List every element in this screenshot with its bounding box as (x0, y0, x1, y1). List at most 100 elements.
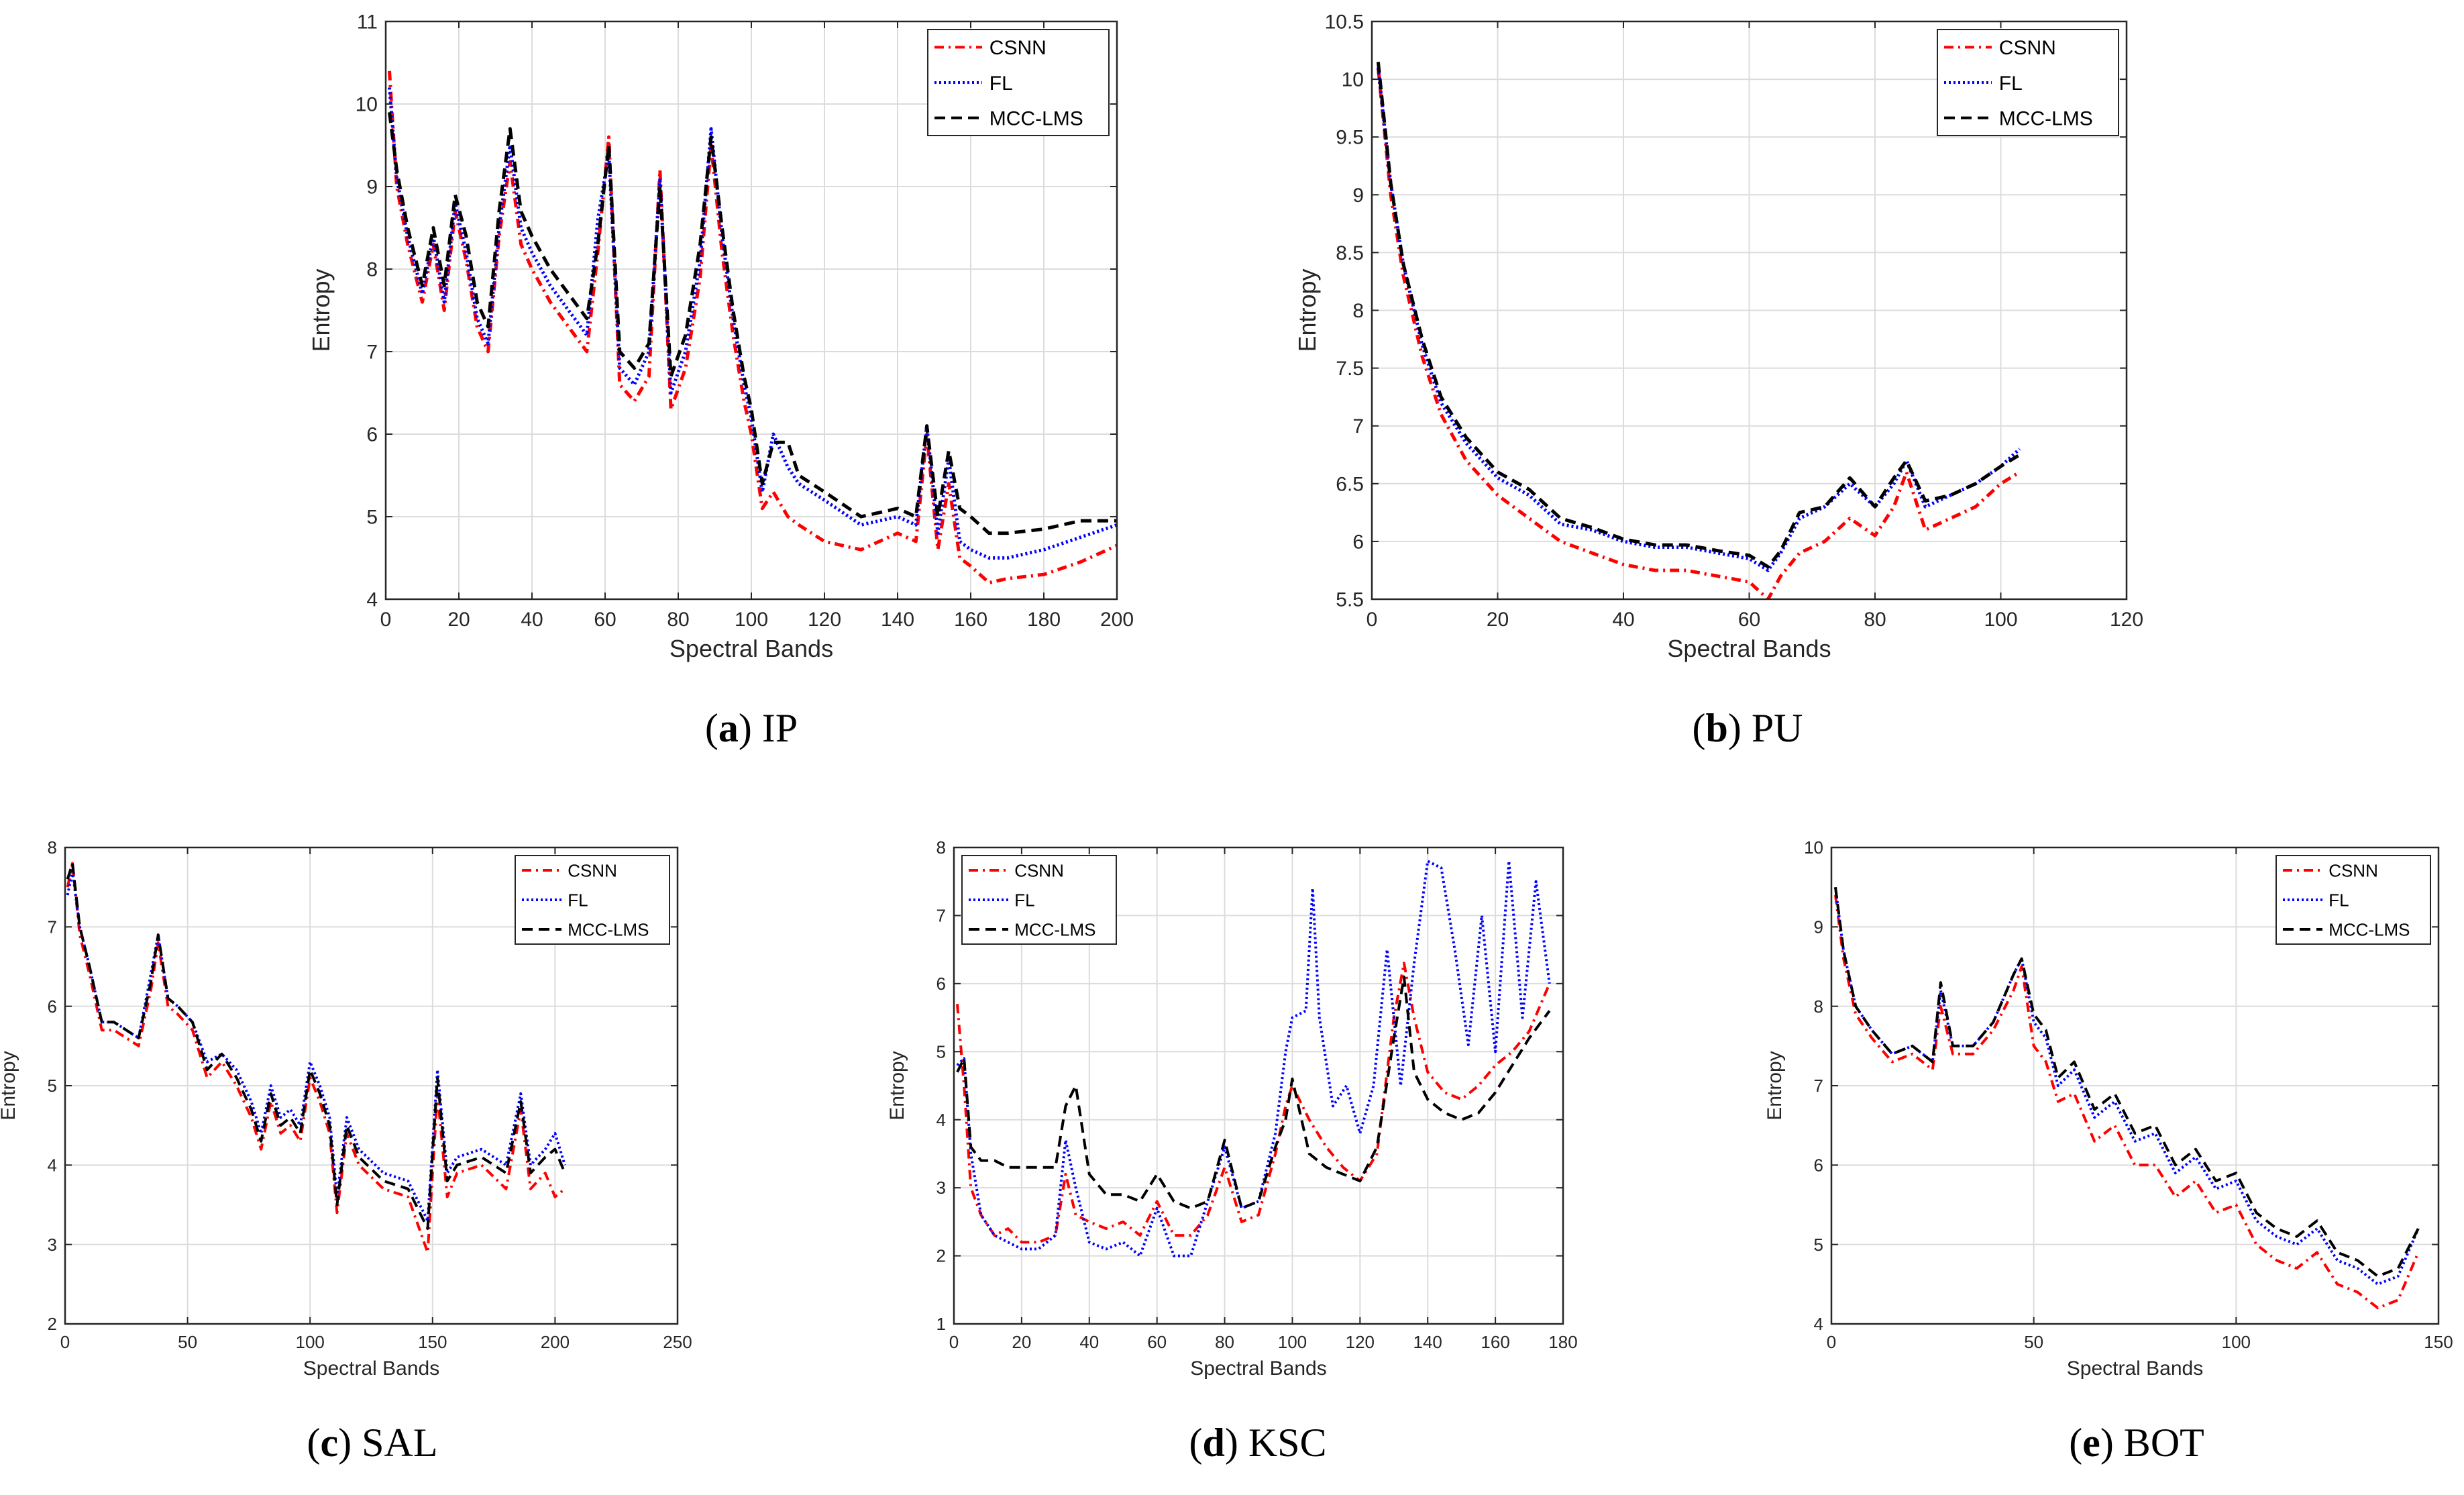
x-tick-label: 100 (735, 609, 768, 631)
y-tick-label: 4 (48, 1155, 57, 1175)
caption-letter: b (1705, 706, 1727, 750)
panel-caption: (c) SAL (307, 1421, 438, 1465)
x-tick-label: 0 (1827, 1332, 1836, 1352)
caption-open-paren: ( (1692, 706, 1705, 750)
y-tick-label: 8 (1814, 996, 1823, 1017)
caption-letter: d (1202, 1421, 1224, 1465)
y-tick-label: 4 (936, 1110, 946, 1130)
x-tick-label: 250 (663, 1332, 692, 1352)
x-tick-label: 100 (2222, 1332, 2251, 1352)
series-line-fl (956, 860, 1551, 1257)
series-line-mcc-lms (956, 975, 1551, 1210)
legend-label-fl: FL (1014, 890, 1034, 910)
x-tick-label: 150 (418, 1332, 447, 1352)
x-tick-label: 0 (1367, 609, 1378, 631)
y-tick-label: 7.5 (1336, 358, 1364, 380)
x-tick-label: 0 (380, 609, 392, 631)
legend: CSNN FL MCC-LMS (961, 855, 1117, 945)
x-tick-label: 100 (296, 1332, 325, 1352)
legend-label-mcc-lms: MCC-LMS (1999, 107, 2093, 130)
legend-label-mcc-lms: MCC-LMS (568, 919, 649, 939)
y-tick-label: 7 (48, 917, 57, 937)
x-axis-label: Spectral Bands (1190, 1357, 1326, 1380)
y-axis-label: Entropy (0, 1051, 19, 1120)
legend-label-fl: FL (989, 72, 1013, 95)
caption-name: PU (1752, 706, 1803, 750)
y-tick-label: 3 (936, 1178, 946, 1198)
x-tick-label: 200 (541, 1332, 570, 1352)
caption-close-paren: ) (2100, 1421, 2124, 1465)
caption-letter: c (321, 1421, 339, 1465)
y-tick-label: 5 (1814, 1235, 1823, 1255)
x-tick-label: 180 (1027, 609, 1061, 631)
caption-open-paren: ( (1189, 1421, 1202, 1465)
legend-label-mcc-lms: MCC-LMS (989, 107, 1083, 130)
y-tick-label: 1 (936, 1314, 946, 1334)
caption-close-paren: ) (338, 1421, 362, 1465)
x-tick-label: 140 (881, 609, 914, 631)
y-tick-label: 6 (366, 424, 378, 446)
caption-name: BOT (2124, 1421, 2204, 1465)
x-tick-label: 40 (1079, 1332, 1099, 1352)
legend-label-mcc-lms: MCC-LMS (2328, 919, 2410, 939)
y-axis-label: Entropy (307, 268, 335, 352)
x-tick-label: 60 (1147, 1332, 1167, 1352)
panel-caption: (e) BOT (2069, 1421, 2204, 1465)
x-tick-label: 180 (1548, 1332, 1577, 1352)
x-axis-label: Spectral Bands (669, 635, 833, 662)
y-tick-label: 5 (366, 507, 378, 529)
x-axis-label: Spectral Bands (303, 1357, 439, 1380)
x-tick-label: 160 (1481, 1332, 1509, 1352)
y-tick-label: 7 (1814, 1076, 1823, 1096)
y-axis-label: Entropy (886, 1051, 908, 1120)
y-tick-label: 10 (356, 94, 378, 116)
y-tick-label: 9 (1814, 917, 1823, 937)
legend: CSNN FL MCC-LMS (515, 855, 670, 945)
series-line-csnn (1834, 894, 2420, 1310)
legend: CSNN FL MCC-LMS (927, 29, 1110, 136)
x-tick-label: 80 (1864, 609, 1886, 631)
x-tick-label: 80 (667, 609, 689, 631)
y-tick-label: 6.5 (1336, 473, 1364, 495)
x-tick-label: 150 (2424, 1332, 2453, 1352)
x-tick-label: 0 (949, 1332, 959, 1352)
legend-label-csnn: CSNN (568, 860, 617, 880)
x-tick-label: 20 (447, 609, 470, 631)
legend-label-fl: FL (2328, 890, 2349, 910)
y-tick-label: 5.5 (1336, 589, 1364, 611)
y-tick-label: 8 (936, 837, 946, 858)
y-tick-label: 8 (48, 837, 57, 858)
y-tick-label: 7 (936, 906, 946, 926)
y-tick-label: 8 (1352, 300, 1364, 322)
y-tick-label: 7 (366, 342, 378, 364)
x-tick-label: 20 (1487, 609, 1509, 631)
x-tick-label: 0 (60, 1332, 70, 1352)
panel-sal: 0 50 100 150 200 250 2 3 4 5 6 7 8 Spectral Bands Entr… (0, 837, 692, 1465)
x-tick-label: 40 (1612, 609, 1634, 631)
caption-open-paren: ( (705, 706, 718, 750)
y-tick-label: 2 (48, 1314, 57, 1334)
caption-close-paren: ) (1728, 706, 1752, 750)
panel-bot: 0 50 100 150 4 5 6 7 8 9 10 Spectral Bands Entropy CS… (1764, 837, 2453, 1465)
x-tick-label: 120 (1346, 1332, 1375, 1352)
series-line-mcc-lms (1376, 62, 2021, 569)
caption-letter: a (718, 706, 739, 750)
y-tick-label: 6 (936, 974, 946, 994)
y-tick-label: 10 (1342, 69, 1364, 91)
y-tick-label: 9 (1352, 185, 1364, 207)
x-axis-label: Spectral Bands (1667, 635, 1831, 662)
caption-close-paren: ) (739, 706, 762, 750)
panel-caption: (b) PU (1692, 706, 1803, 750)
y-axis-label: Entropy (1764, 1051, 1786, 1120)
x-tick-label: 20 (1012, 1332, 1031, 1352)
legend-label-csnn: CSNN (2328, 860, 2378, 880)
panel-pu: 0 20 40 60 80 100 120 5.5 6 6.5 7 7.5 8 8.5 9 9.5 10 10.5… (1293, 11, 2143, 751)
x-tick-label: 80 (1215, 1332, 1234, 1352)
x-tick-label: 60 (594, 609, 616, 631)
y-tick-label: 5 (48, 1076, 57, 1096)
legend-label-csnn: CSNN (989, 37, 1047, 59)
panel-ksc: 0 20 40 60 80 100 120 140 160 180 1 2 3 4 5 6 7 8 Spectral… (886, 837, 1578, 1465)
caption-open-paren: ( (307, 1421, 321, 1465)
x-tick-label: 50 (2024, 1332, 2043, 1352)
